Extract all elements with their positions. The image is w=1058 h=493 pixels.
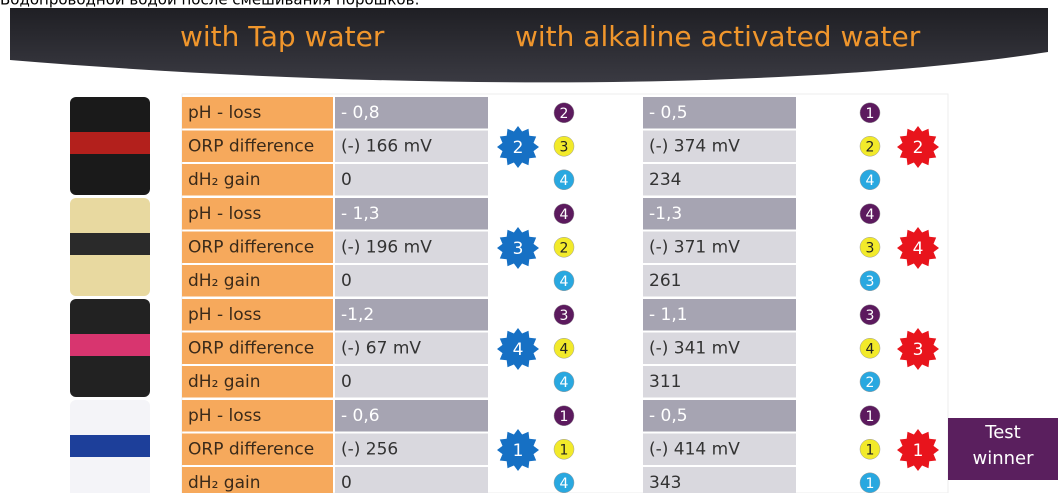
overall-rank: 4	[913, 239, 924, 259]
rank: 2	[560, 240, 569, 256]
rank: 3	[560, 139, 569, 155]
rank: 1	[866, 442, 875, 458]
page: Водопроводной водой после смешивания пор…	[0, 0, 1058, 493]
row-label: pH - loss	[188, 305, 261, 325]
rank: 4	[560, 341, 569, 357]
value: 261	[649, 271, 681, 291]
overall-rank: 1	[913, 441, 924, 461]
winner-label: Test winner	[968, 420, 1038, 472]
header-tap: with Tap water	[180, 20, 385, 53]
rank: 4	[866, 207, 875, 223]
rank: 4	[560, 375, 569, 391]
value: (-) 371 mV	[649, 237, 740, 257]
value: 0	[341, 271, 352, 291]
rank: 2	[866, 375, 875, 391]
header-alkaline: with alkaline activated water	[515, 20, 921, 53]
overall-rank: 3	[913, 340, 924, 360]
product-image-band	[70, 233, 150, 255]
overall-rank: 4	[513, 340, 524, 360]
rank: 1	[560, 442, 569, 458]
value: (-) 196 mV	[341, 237, 432, 257]
rank: 4	[560, 173, 569, 189]
rank: 3	[560, 308, 569, 324]
overall-rank: 2	[913, 138, 924, 158]
row-label: dH₂ gain	[188, 271, 261, 291]
value: 0	[341, 372, 352, 392]
value: (-) 256	[341, 439, 398, 459]
value: 0	[341, 473, 352, 493]
winner-label-box: Test winner	[948, 420, 1058, 480]
rank: 1	[866, 106, 875, 122]
row-label: dH₂ gain	[188, 170, 261, 190]
value: 343	[649, 473, 681, 493]
value: 234	[649, 170, 681, 190]
row-label: dH₂ gain	[188, 372, 261, 392]
rank: 2	[866, 139, 875, 155]
product-image-band	[70, 334, 150, 356]
value: - 0,6	[341, 406, 380, 426]
value: 0	[341, 170, 352, 190]
product-image-band	[70, 132, 150, 154]
product-image-band	[70, 435, 150, 457]
value: (-) 67 mV	[341, 338, 421, 358]
value: (-) 414 mV	[649, 439, 740, 459]
value: -1,2	[341, 305, 374, 325]
row-label: ORP difference	[188, 439, 314, 459]
rank: 3	[866, 240, 875, 256]
winner-box: Test winner	[948, 418, 1058, 480]
rank: 1	[560, 409, 569, 425]
value-cell	[335, 265, 488, 297]
value: - 1,3	[341, 204, 380, 224]
rank: 3	[866, 274, 875, 290]
rank: 2	[560, 106, 569, 122]
row-label: pH - loss	[188, 406, 261, 426]
rank: 4	[560, 476, 569, 492]
value: - 0,5	[649, 406, 688, 426]
value: - 1,1	[649, 305, 688, 325]
rank: 4	[866, 173, 875, 189]
rank: 1	[866, 476, 875, 492]
rank: 4	[866, 341, 875, 357]
value-cell	[335, 467, 488, 493]
row-label: ORP difference	[188, 237, 314, 257]
row-label: ORP difference	[188, 136, 314, 156]
value: - 0,8	[341, 103, 380, 123]
rank: 4	[560, 207, 569, 223]
row-label: pH - loss	[188, 103, 261, 123]
row-label: pH - loss	[188, 204, 261, 224]
overall-rank: 3	[513, 239, 524, 259]
row-label: ORP difference	[188, 338, 314, 358]
row-label: dH₂ gain	[188, 473, 261, 493]
value: - 0,5	[649, 103, 688, 123]
overall-rank: 2	[513, 138, 524, 158]
value: -1,3	[649, 204, 682, 224]
value: (-) 166 mV	[341, 136, 432, 156]
value: (-) 341 mV	[649, 338, 740, 358]
value: 311	[649, 372, 681, 392]
slide: Водопроводной водой после смешивания пор…	[0, 0, 1058, 493]
rank: 4	[560, 274, 569, 290]
value-cell	[335, 366, 488, 398]
rank: 3	[866, 308, 875, 324]
value-cell	[335, 164, 488, 196]
rank: 1	[866, 409, 875, 425]
overall-rank: 1	[513, 441, 524, 461]
top-caption: Водопроводной водой после смешивания пор…	[0, 0, 420, 9]
value: (-) 374 mV	[649, 136, 740, 156]
